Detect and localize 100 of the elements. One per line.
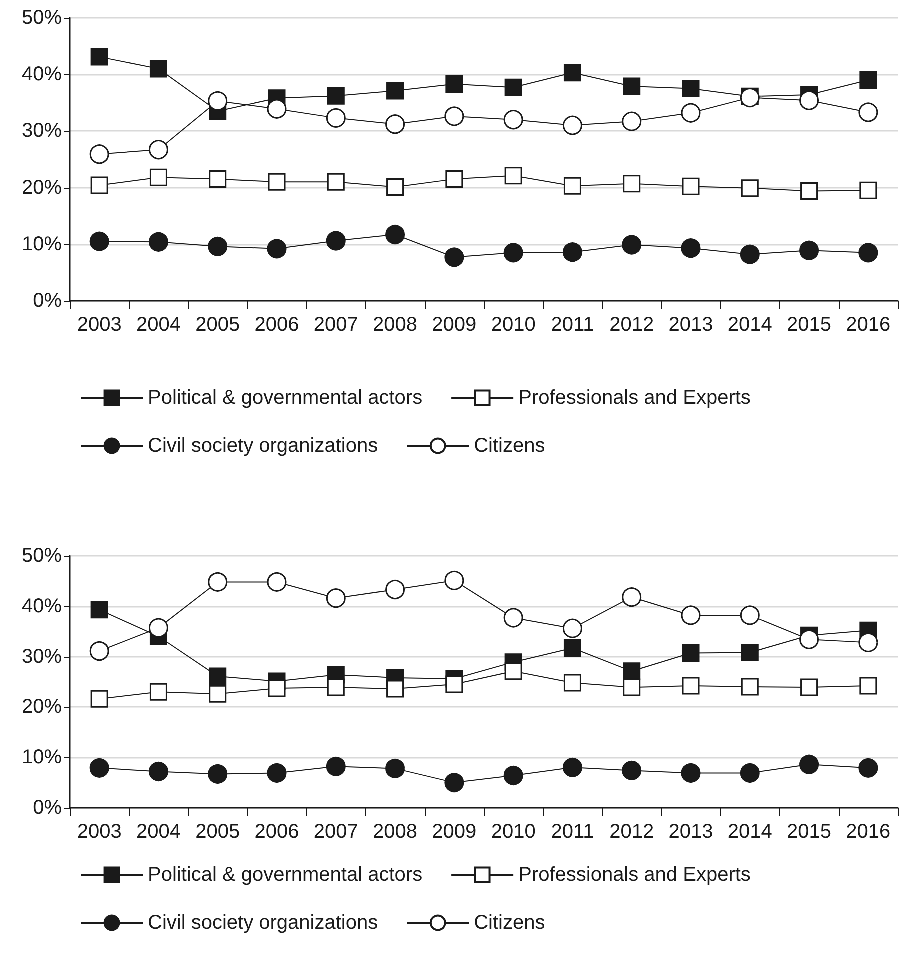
point bbox=[800, 678, 818, 696]
point bbox=[148, 618, 168, 638]
point bbox=[446, 75, 464, 93]
point bbox=[90, 176, 108, 194]
x-tick-label: 2007 bbox=[314, 314, 358, 336]
y-tick-label: 50% bbox=[22, 7, 62, 29]
point bbox=[860, 182, 878, 200]
x-tick-label: 2011 bbox=[551, 314, 594, 336]
point bbox=[208, 236, 228, 256]
x-tick-label: 2016 bbox=[846, 821, 891, 843]
point bbox=[681, 238, 701, 258]
x-tick-label: 2006 bbox=[254, 821, 300, 843]
legend-label: Citizens bbox=[474, 912, 546, 934]
point bbox=[386, 114, 406, 134]
point bbox=[682, 644, 700, 662]
point bbox=[90, 690, 108, 708]
point bbox=[682, 677, 700, 695]
legend-label: Political & governmental actors bbox=[148, 864, 423, 886]
x-tick-label: 2012 bbox=[610, 314, 654, 336]
point bbox=[740, 244, 760, 264]
point bbox=[386, 82, 404, 100]
y-tick-label: 30% bbox=[22, 120, 62, 142]
y-tick-label: 20% bbox=[22, 696, 62, 718]
y-tick-label: 10% bbox=[22, 746, 62, 769]
point bbox=[209, 668, 227, 686]
x-tick-label: 2009 bbox=[432, 314, 477, 336]
y-tick-label: 0% bbox=[33, 290, 62, 312]
point bbox=[150, 683, 168, 701]
point bbox=[267, 99, 287, 119]
point bbox=[741, 678, 759, 696]
point bbox=[90, 642, 110, 661]
point bbox=[326, 231, 346, 251]
point bbox=[564, 674, 582, 692]
y-tick-label: 40% bbox=[22, 64, 62, 86]
point bbox=[740, 88, 760, 108]
x-tick-label: 2010 bbox=[491, 314, 536, 336]
x-tick-label: 2010 bbox=[491, 821, 536, 843]
point bbox=[327, 87, 345, 105]
point bbox=[860, 677, 878, 695]
point bbox=[90, 758, 110, 778]
x-tick-label: 2015 bbox=[787, 821, 832, 843]
point bbox=[741, 644, 759, 662]
y-tick-label: 20% bbox=[22, 176, 62, 199]
point bbox=[327, 678, 345, 696]
legend-label: Civil society organizations bbox=[148, 435, 378, 457]
x-tick-label: 2004 bbox=[136, 314, 181, 336]
point bbox=[386, 680, 404, 698]
point bbox=[564, 64, 582, 82]
point bbox=[446, 676, 464, 694]
point bbox=[800, 90, 820, 110]
y-tick-label: 0% bbox=[33, 797, 62, 819]
point bbox=[740, 763, 760, 783]
legend-label: Professionals and Experts bbox=[518, 387, 751, 409]
point bbox=[90, 48, 108, 66]
y-tick-label: 50% bbox=[22, 545, 62, 567]
x-tick-label: 2011 bbox=[551, 821, 594, 843]
x-tick-label: 2016 bbox=[846, 314, 891, 336]
x-tick-label: 2012 bbox=[610, 821, 654, 843]
point bbox=[386, 758, 406, 778]
x-tick-label: 2008 bbox=[373, 314, 418, 336]
x-tick-label: 2007 bbox=[314, 821, 358, 843]
x-tick-label: 2004 bbox=[136, 821, 181, 843]
x-tick-label: 2008 bbox=[373, 821, 418, 843]
x-tick-label: 2014 bbox=[728, 314, 772, 336]
point bbox=[800, 754, 820, 774]
point bbox=[444, 773, 464, 793]
point bbox=[562, 758, 582, 778]
point bbox=[564, 177, 582, 195]
point bbox=[504, 662, 522, 680]
point bbox=[209, 685, 227, 703]
point bbox=[622, 760, 642, 780]
point bbox=[623, 78, 641, 96]
point bbox=[90, 601, 108, 619]
x-tick-label: 2015 bbox=[787, 314, 832, 336]
y-tick-label: 30% bbox=[22, 646, 62, 668]
x-tick-label: 2005 bbox=[196, 821, 240, 843]
point bbox=[90, 232, 110, 252]
point bbox=[623, 175, 641, 193]
point bbox=[681, 763, 701, 783]
point bbox=[858, 758, 878, 778]
point bbox=[209, 170, 227, 188]
point bbox=[268, 173, 286, 191]
legend-label: Citizens bbox=[474, 435, 546, 457]
x-tick-label: 2005 bbox=[196, 314, 240, 336]
point bbox=[150, 168, 168, 186]
point bbox=[148, 232, 168, 252]
x-tick-label: 2003 bbox=[77, 821, 122, 843]
point bbox=[564, 639, 582, 657]
point bbox=[208, 91, 228, 111]
point bbox=[800, 182, 818, 200]
point bbox=[858, 243, 878, 263]
point bbox=[860, 72, 878, 90]
point bbox=[562, 242, 582, 262]
x-tick-label: 2009 bbox=[432, 821, 477, 843]
x-tick-label: 2003 bbox=[77, 314, 122, 336]
point bbox=[741, 180, 759, 198]
point bbox=[386, 225, 406, 245]
legend-label: Political & governmental actors bbox=[148, 387, 423, 409]
x-tick-label: 2013 bbox=[668, 821, 714, 843]
point bbox=[148, 762, 168, 782]
